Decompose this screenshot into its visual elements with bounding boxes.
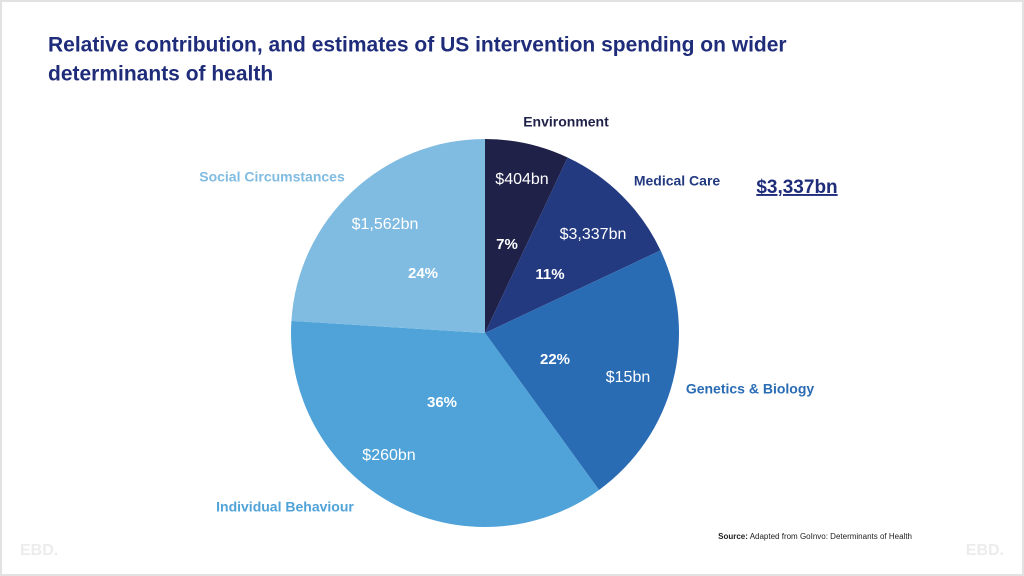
pie-slice bbox=[485, 139, 568, 333]
percent-label: 22% bbox=[540, 351, 570, 368]
percent-label: 7% bbox=[496, 236, 518, 253]
category-label: Social Circumstances bbox=[199, 169, 345, 185]
callout: $3,337bn bbox=[756, 177, 837, 198]
spending-label: $15bn bbox=[606, 369, 651, 386]
title-line: determinants of health bbox=[48, 63, 273, 86]
spending-label: $260bn bbox=[362, 447, 415, 464]
labels: Environment 7% $404bn Medical Care 11% $3,337… bbox=[199, 114, 814, 515]
pie-slice bbox=[485, 157, 661, 333]
pie bbox=[291, 139, 679, 527]
source-text: Adapted from GoInvo: Determinants of Hea… bbox=[750, 532, 912, 541]
spending-label: $1,562bn bbox=[352, 216, 419, 233]
pie-slice bbox=[485, 250, 679, 490]
category-label: Genetics & Biology bbox=[686, 381, 815, 397]
pie-slice bbox=[291, 139, 485, 333]
spending-label: $3,337bn bbox=[560, 226, 627, 243]
source-label: Source: bbox=[718, 532, 748, 541]
spending-label: $404bn bbox=[495, 171, 548, 188]
logo: EBD. bbox=[966, 542, 1004, 559]
percent-label: 24% bbox=[408, 265, 438, 282]
logo: EBD. bbox=[20, 542, 58, 559]
category-label: Medical Care bbox=[634, 173, 721, 189]
source: Source: Adapted from GoInvo: Determinant… bbox=[718, 532, 912, 541]
percent-label: 11% bbox=[535, 266, 564, 283]
percent-label: 36% bbox=[427, 394, 457, 411]
category-label: Environment bbox=[523, 114, 609, 130]
category-label: Individual Behaviour bbox=[216, 499, 354, 515]
pie-slice bbox=[291, 320, 600, 527]
title-line: Relative contribution, and estimates of … bbox=[48, 34, 787, 57]
